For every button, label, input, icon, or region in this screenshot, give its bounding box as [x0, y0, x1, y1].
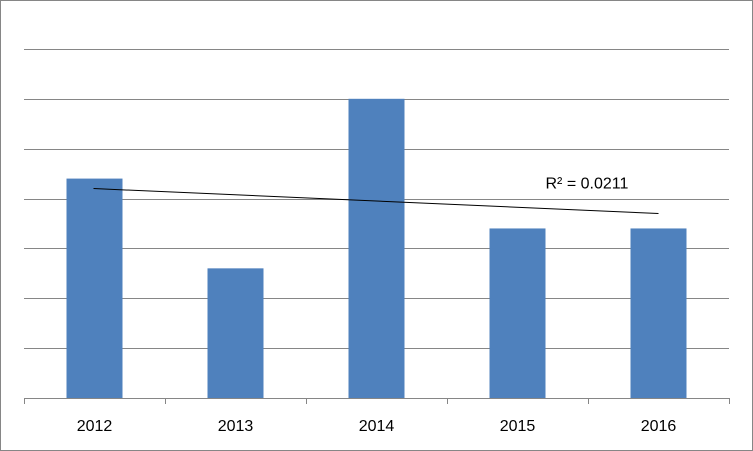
x-tick-label: 2015	[500, 418, 536, 435]
bar-2012	[66, 178, 123, 398]
bar-2014	[348, 98, 405, 399]
bars	[66, 98, 687, 399]
trendline-r2-label: R² = 0.0211	[546, 175, 629, 192]
x-axis	[24, 398, 730, 404]
bar-2016	[630, 228, 687, 398]
x-tick-label: 2016	[641, 418, 677, 435]
trendline	[93, 188, 659, 214]
bar-2015	[489, 228, 546, 398]
x-tick-label: 2014	[359, 418, 395, 435]
bar-2013	[207, 268, 264, 398]
x-tick-labels: 2012 2013 2014 2015 2016	[77, 418, 677, 435]
x-tick-label: 2012	[77, 418, 113, 435]
x-tick-label: 2013	[218, 418, 254, 435]
